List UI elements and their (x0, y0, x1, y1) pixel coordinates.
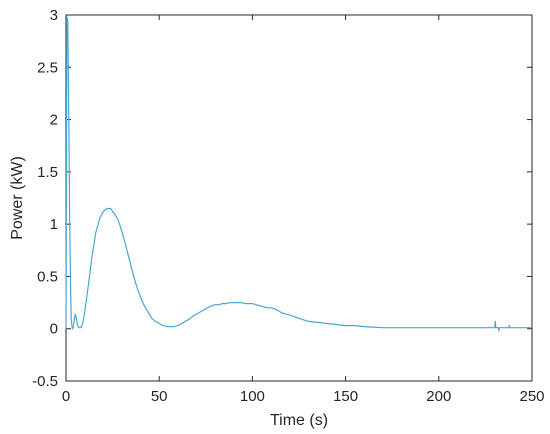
series-lines (65, 16, 532, 332)
y-tick-label: 0.5 (37, 268, 58, 285)
series-line (65, 16, 532, 332)
y-tick-label: 3 (50, 7, 58, 24)
y-axis-label: Power (kW) (9, 156, 26, 240)
y-tick-label: 1.5 (37, 164, 58, 181)
y-tick-label: 1 (50, 216, 58, 233)
y-tick-label: -0.5 (32, 373, 58, 390)
y-tick-label: 2 (50, 112, 58, 129)
x-tick-label: 200 (426, 388, 451, 405)
axis-ticks: 0 50 100 150 200 250-0.500.511.522.53 (32, 7, 544, 405)
x-tick-label: 250 (519, 388, 544, 405)
x-tick-label: 100 (240, 388, 265, 405)
x-tick-label: 0 (62, 388, 70, 405)
x-axis-label: Time (s) (270, 412, 328, 429)
x-tick-label: 150 (333, 388, 358, 405)
y-tick-label: 2.5 (37, 59, 58, 76)
x-tick-label: 50 (151, 388, 168, 405)
y-tick-label: 0 (50, 321, 58, 338)
